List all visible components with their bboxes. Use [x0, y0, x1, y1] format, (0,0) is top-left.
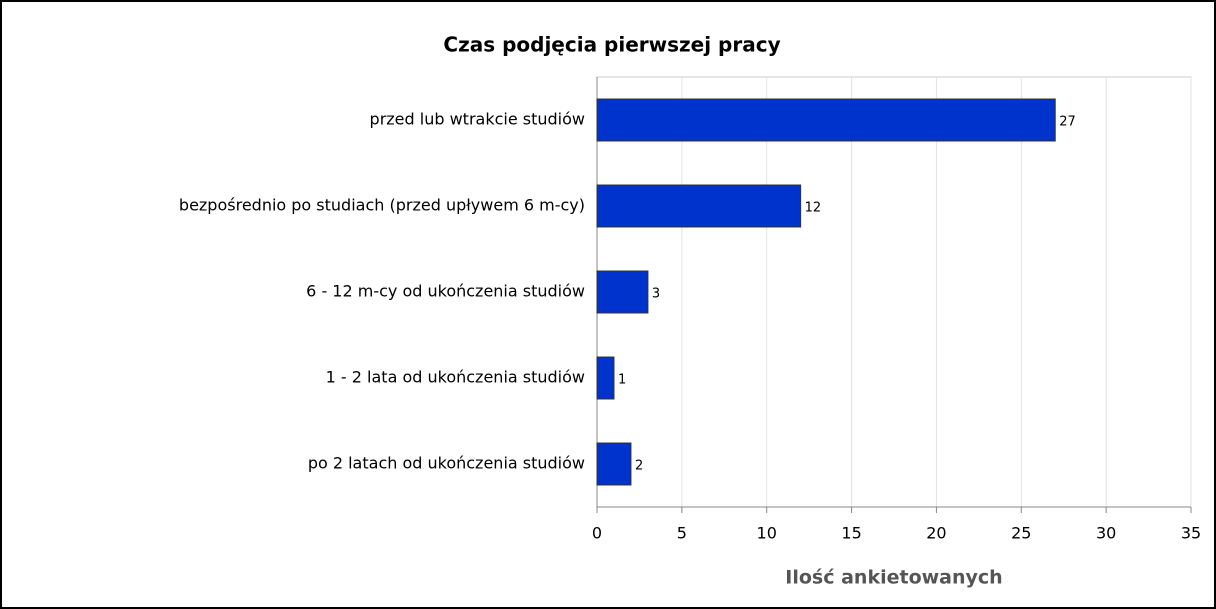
- x-tick-label: 15: [841, 524, 861, 543]
- bar: [596, 184, 802, 228]
- x-tick-label: 10: [757, 524, 777, 543]
- data-label: 3: [652, 287, 660, 302]
- y-tick-label: bezpośrednio po studiach (przed upływem …: [179, 196, 585, 215]
- bar: [596, 356, 615, 400]
- data-label: 12: [805, 201, 822, 216]
- x-tick-label: 0: [592, 524, 602, 543]
- x-tick-label: 30: [1096, 524, 1116, 543]
- x-tick-label: 25: [1011, 524, 1031, 543]
- bar: [596, 98, 1056, 142]
- x-tick-label: 5: [677, 524, 687, 543]
- chart-title: Czas podjęcia pierwszej pracy: [443, 33, 780, 57]
- data-label: 27: [1059, 115, 1076, 130]
- data-label: 2: [635, 459, 643, 474]
- x-axis-label: Ilość ankietowanych: [785, 567, 1002, 589]
- bar: [596, 270, 649, 314]
- y-tick-label: po 2 latach od ukończenia studiów: [308, 454, 585, 473]
- bar: [596, 442, 632, 486]
- data-label: 1: [618, 373, 626, 388]
- y-tick-label: 6 - 12 m-cy od ukończenia studiów: [306, 282, 585, 301]
- y-tick-label: przed lub wtrakcie studiów: [370, 110, 585, 129]
- x-tick-label: 35: [1181, 524, 1201, 543]
- y-tick-label: 1 - 2 lata od ukończenia studiów: [326, 368, 585, 387]
- x-tick-label: 20: [926, 524, 946, 543]
- plot-area: [596, 76, 1192, 508]
